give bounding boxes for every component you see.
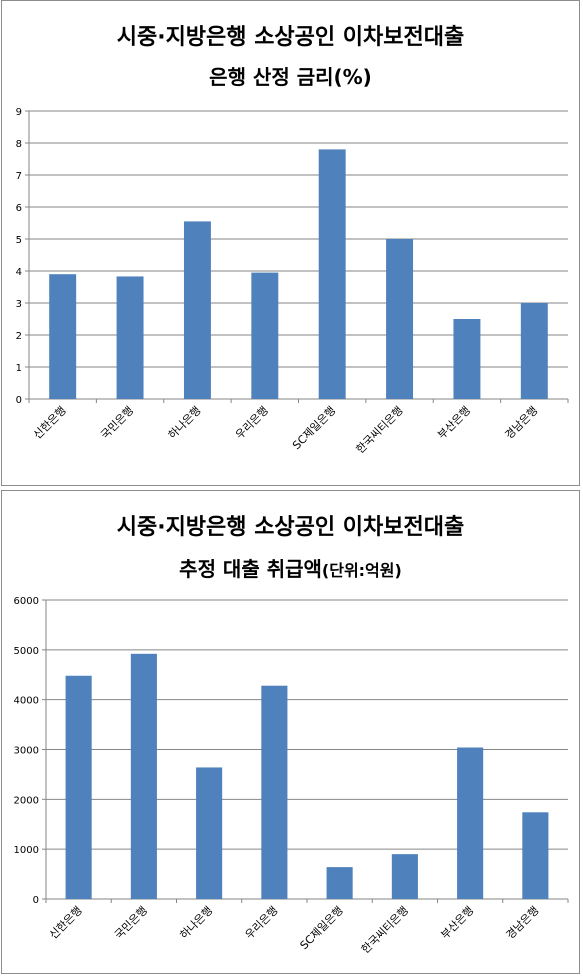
chart-plot-interest-rate: 0 1 2 3 4 5 6 7 8 9 신한은행 국민은행 하나은행 우리은행 SC제일은행 한국씨티은행 부산… xyxy=(16,107,569,456)
y-tick-label: 6000 xyxy=(14,596,39,607)
bar xyxy=(318,149,346,399)
y-tick-label: 4 xyxy=(16,267,22,278)
x-tick-label: SC제일은행 xyxy=(297,903,346,952)
y-tick-label: 8 xyxy=(16,139,22,150)
y-tick-label: 4000 xyxy=(14,696,39,707)
y-tick-label: 2000 xyxy=(14,795,39,806)
bar xyxy=(183,221,211,399)
x-tick-label: 경남은행 xyxy=(503,404,541,442)
bar xyxy=(116,276,144,399)
bar xyxy=(196,767,223,899)
x-tick-label: 부산은행 xyxy=(438,904,476,942)
bar xyxy=(520,303,548,399)
y-tick-label: 0 xyxy=(16,395,22,406)
x-tick-label: 국민은행 xyxy=(98,404,136,442)
x-tick-label: 하나은행 xyxy=(165,403,204,442)
chart-panel-interest-rate: 시중·지방은행 소상공인 이차보전대출 은행 산정 금리(%) 0 1 2 3 4 5 6 7… xyxy=(1,0,580,486)
y-tick-label: 3000 xyxy=(14,746,39,757)
chart-title-unit: (단위:억원) xyxy=(321,561,402,580)
x-tick-label: 국민은행 xyxy=(112,904,150,942)
y-tick-label: 3 xyxy=(16,299,22,310)
chart-panel-loan-amount: 시중·지방은행 소상공인 이차보전대출 추정 대출 취급액(단위:억원) 0 10… xyxy=(1,490,580,974)
x-tick-label: 우리은행 xyxy=(233,404,271,442)
bar xyxy=(453,319,481,399)
chart-title-main: 추정 대출 취급액 xyxy=(179,557,322,581)
chart-plot-loan-amount: 0 1000 2000 3000 4000 5000 6000 신한은행 국민은행 하나은행 우리은… xyxy=(14,596,569,956)
bar xyxy=(326,867,353,899)
bar xyxy=(261,685,288,899)
x-tick-label: 우리은행 xyxy=(243,904,281,942)
y-tick-label: 5 xyxy=(16,235,22,246)
y-tick-label: 5000 xyxy=(14,646,39,657)
y-tick-label: 1000 xyxy=(14,845,39,856)
bar xyxy=(391,854,418,899)
bar xyxy=(130,653,157,899)
x-tick-label: 신한은행 xyxy=(47,904,85,942)
bar xyxy=(386,239,414,399)
bar xyxy=(457,747,484,899)
y-tick-label: 2 xyxy=(16,331,22,342)
y-tick-label: 1 xyxy=(16,363,22,374)
x-tick-label: 신한은행 xyxy=(31,404,69,442)
x-tick-label: SC제일은행 xyxy=(289,403,338,452)
x-tick-label: 부산은행 xyxy=(435,404,473,442)
chart-title-line1: 시중·지방은행 소상공인 이차보전대출 xyxy=(116,25,465,50)
y-tick-label: 0 xyxy=(33,895,39,906)
y-tick-label: 7 xyxy=(16,171,22,182)
x-tick-label: 한국씨티은행 xyxy=(359,904,411,956)
x-tick-label: 하나은행 xyxy=(177,903,216,942)
bar xyxy=(251,272,279,399)
chart-title-line2: 은행 산정 금리(%) xyxy=(209,65,372,89)
y-tick-label: 6 xyxy=(16,203,22,214)
y-tick-label: 9 xyxy=(16,107,22,118)
chart-title-line2: 추정 대출 취급액(단위:억원) xyxy=(2,553,579,582)
bar xyxy=(522,812,549,899)
bar xyxy=(65,675,92,899)
x-tick-label: 경남은행 xyxy=(504,904,542,942)
bar xyxy=(49,274,77,399)
x-tick-label: 한국씨티은행 xyxy=(354,404,406,456)
chart-title-line1: 시중·지방은행 소상공인 이차보전대출 xyxy=(116,515,465,540)
